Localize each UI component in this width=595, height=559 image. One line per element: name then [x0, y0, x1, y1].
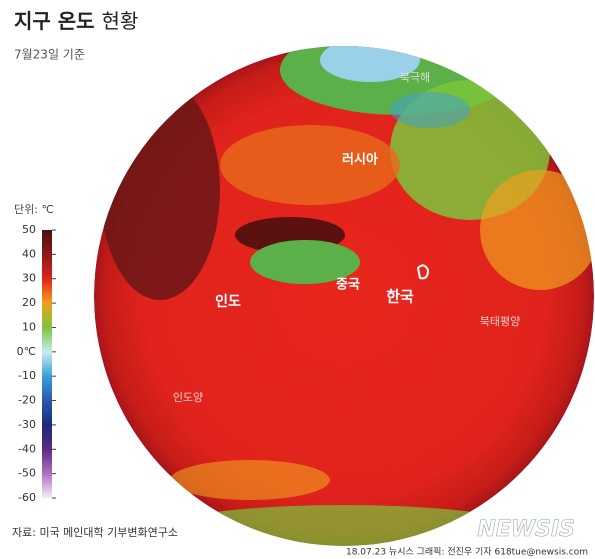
title: 지구 온도 현황: [14, 9, 138, 33]
map-label: 러시아: [342, 152, 378, 168]
tick-label: 10: [22, 320, 36, 333]
tick-label: -50: [18, 467, 36, 480]
color-bar: [42, 230, 52, 498]
tick-label: 50: [22, 223, 36, 236]
tick-label: -10: [18, 369, 36, 382]
tick-label: 0℃: [17, 345, 36, 358]
tick-label: 40: [22, 247, 36, 260]
globe: [94, 46, 594, 546]
map-label: 북극해: [400, 70, 430, 84]
tick-label: -30: [18, 418, 36, 431]
logo: NEWSIS: [477, 517, 575, 542]
subtitle: 7월23일 기준: [14, 48, 85, 62]
tick-label: -40: [18, 442, 36, 455]
legend-unit: 단위: ℃: [14, 203, 54, 216]
map-label: 북태평양: [480, 315, 520, 328]
map-label: 한국: [386, 288, 414, 306]
map-label: 중국: [336, 278, 360, 293]
tick-label: -20: [18, 394, 36, 407]
source: 자료: 미국 메인대학 기부변화연구소: [12, 526, 178, 539]
tick-label: 20: [22, 296, 36, 309]
tick-label: -60: [18, 491, 36, 504]
tick-label: 30: [22, 272, 36, 285]
credit: 18.07.23 뉴시스 그래픽: 전진우 기자 618tue@newsis.c…: [346, 547, 588, 558]
map-label: 인도: [215, 293, 241, 310]
map-label: 인도양: [173, 391, 203, 404]
